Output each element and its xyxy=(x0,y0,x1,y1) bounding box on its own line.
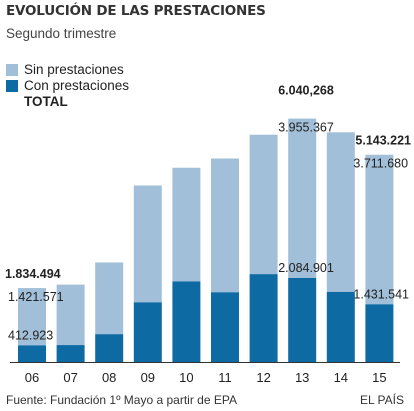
bar-sin-14 xyxy=(326,132,355,292)
legend-swatch-con xyxy=(6,80,18,92)
data-label: 3.711.680 xyxy=(353,157,408,171)
x-tick-label: 09 xyxy=(141,370,155,385)
chart-subtitle: Segundo trimestre xyxy=(6,26,117,41)
bar-con-14 xyxy=(326,291,355,362)
x-tick-label: 11 xyxy=(218,370,232,385)
bar-con-15 xyxy=(365,304,394,362)
legend-label-con: Con prestaciones xyxy=(24,78,130,93)
legend-item-con: Con prestaciones xyxy=(6,78,129,94)
bar-sin-11 xyxy=(211,158,239,293)
bar-sin-08 xyxy=(95,262,124,335)
bar-sin-15 xyxy=(365,154,394,305)
data-label: 2.084.901 xyxy=(278,261,334,275)
x-tick-label: 13 xyxy=(295,370,309,385)
x-tick-label: 08 xyxy=(102,370,116,385)
bar-con-11 xyxy=(211,292,239,362)
data-label: 3.955.367 xyxy=(278,121,334,135)
legend: Sin prestaciones Con prestaciones TOTAL xyxy=(6,62,129,110)
data-label: 412.923 xyxy=(8,328,53,342)
x-tick-label: 15 xyxy=(372,370,386,385)
bar-con-09 xyxy=(133,302,162,362)
bar-sin-10 xyxy=(172,167,201,282)
bar-sin-07 xyxy=(56,284,85,346)
bar-sin-06 xyxy=(18,288,46,346)
x-tick-label: 06 xyxy=(25,370,39,385)
bar-sin-12 xyxy=(249,134,278,275)
bar-con-10 xyxy=(172,281,201,362)
total-label: 5.143.221 xyxy=(355,134,411,148)
bar-sin-13 xyxy=(288,118,317,278)
bar-con-06 xyxy=(18,345,46,362)
x-tick-label: 10 xyxy=(179,370,193,385)
chart-title: EVOLUCIÓN DE LAS PRESTACIONES xyxy=(6,3,266,19)
bar-con-12 xyxy=(249,274,278,362)
x-tick-label: 14 xyxy=(334,370,348,385)
bar-con-08 xyxy=(95,334,124,362)
legend-swatch-sin xyxy=(6,64,18,76)
credit-label: EL PAÍS xyxy=(359,393,404,407)
bar-con-07 xyxy=(56,345,85,362)
legend-item-sin: Sin prestaciones xyxy=(6,62,129,78)
x-tick-label: 07 xyxy=(63,370,77,385)
x-tick-label: 12 xyxy=(256,370,270,385)
bar-con-13 xyxy=(288,277,317,362)
bar-sin-09 xyxy=(133,185,162,303)
legend-item-total: TOTAL xyxy=(24,94,68,109)
data-label: 1.421.571 xyxy=(8,290,64,304)
source-note: Fuente: Fundación 1º Mayo a partir de EP… xyxy=(6,393,237,407)
data-label: 1.431.541 xyxy=(353,287,409,301)
total-label: 1.834.494 xyxy=(5,267,61,281)
legend-label-sin: Sin prestaciones xyxy=(24,62,124,77)
total-label: 6.040,268 xyxy=(278,84,334,98)
